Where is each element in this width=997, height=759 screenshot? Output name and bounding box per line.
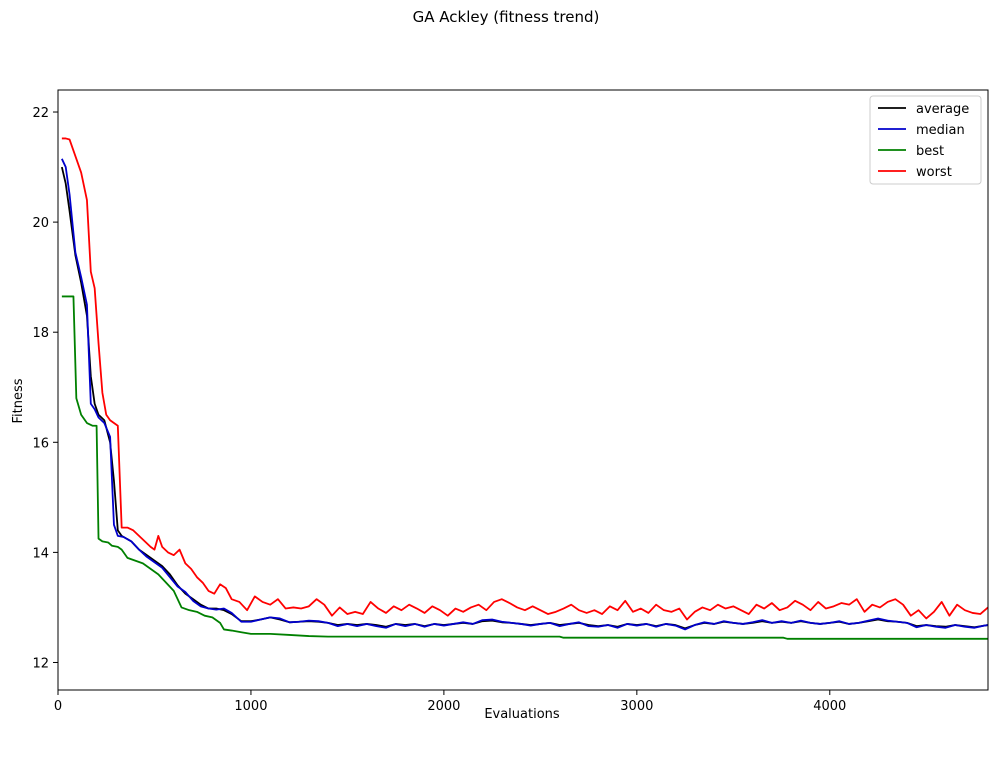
x-tick-label: 3000	[620, 699, 653, 714]
y-tick-label: 14	[32, 546, 49, 561]
y-tick-label: 22	[32, 106, 49, 121]
legend-label-average: average	[916, 102, 969, 117]
legend-box	[869, 95, 982, 185]
legend: average median best worst	[869, 95, 982, 185]
y-tick-label: 18	[32, 326, 49, 341]
x-tick-label: 0	[54, 699, 62, 714]
x-tick-label: 4000	[813, 699, 846, 714]
y-tick-label: 20	[32, 216, 49, 231]
x-axis-ticks: 0 1000 2000 3000 4000	[54, 690, 846, 714]
legend-label-worst: worst	[916, 165, 952, 180]
y-tick-label: 12	[32, 656, 49, 671]
plot-frame	[57, 89, 989, 691]
y-axis-label: Fitness	[11, 378, 26, 423]
plot-lines	[60, 137, 989, 640]
y-axis-ticks: 12 14 16 18 20 22	[32, 106, 58, 671]
y-tick-label: 16	[32, 436, 49, 451]
x-axis-label: Evaluations	[484, 707, 560, 722]
x-tick-label: 2000	[427, 699, 460, 714]
series-line-average	[60, 166, 989, 630]
series-line-worst	[61, 137, 989, 621]
chart-title: GA Ackley (fitness trend)	[413, 8, 600, 26]
x-tick-label: 1000	[234, 699, 267, 714]
series-line-median	[61, 158, 989, 631]
legend-label-median: median	[916, 123, 965, 138]
series-line-best	[61, 295, 988, 640]
legend-label-best: best	[916, 144, 944, 159]
